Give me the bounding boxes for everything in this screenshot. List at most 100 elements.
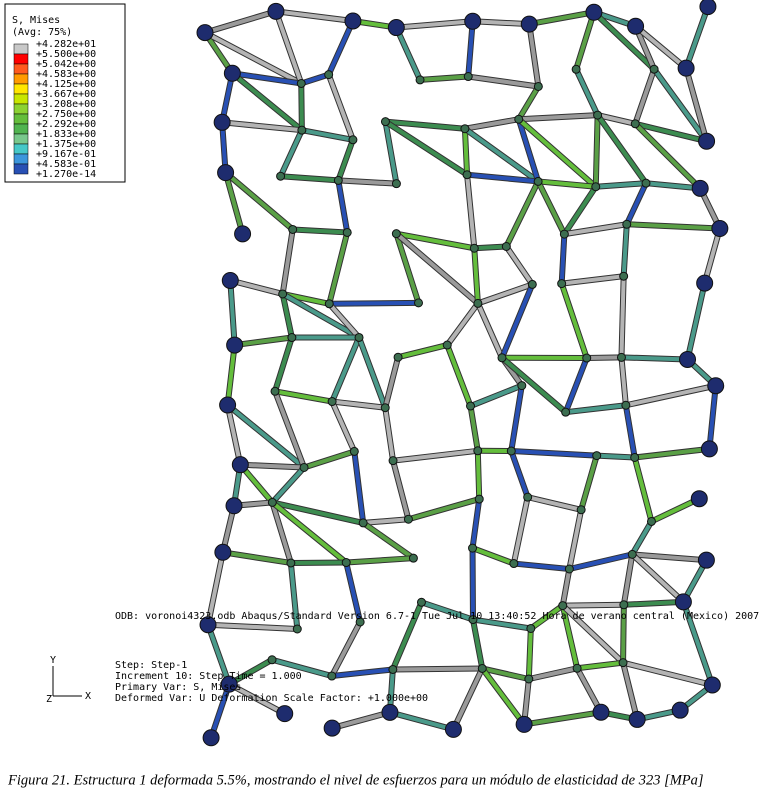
node [464, 12, 482, 30]
node [524, 674, 534, 684]
strut [499, 282, 535, 360]
node [671, 701, 689, 719]
legend-label: +1.833e+00 [36, 129, 96, 140]
strut [383, 405, 396, 463]
strut [280, 227, 295, 296]
node [700, 440, 718, 458]
node [416, 597, 426, 607]
node [327, 671, 337, 681]
node [391, 229, 401, 239]
node [618, 658, 628, 668]
strut [525, 495, 584, 512]
strut [593, 181, 648, 189]
strut [206, 550, 225, 627]
primary-var: Primary Var: S, Mises [115, 682, 241, 693]
node [468, 543, 478, 553]
strut [361, 517, 411, 525]
node [558, 601, 568, 611]
node [509, 559, 519, 569]
strut [419, 600, 475, 622]
strut [562, 222, 629, 237]
strut [278, 174, 341, 183]
node [674, 593, 692, 611]
node [699, 0, 717, 16]
strut [470, 497, 482, 551]
node [627, 549, 637, 559]
legend-label: +2.750e+00 [36, 109, 96, 120]
strut [632, 446, 712, 460]
node [354, 332, 364, 342]
legend-label: +9.167e-01 [36, 149, 96, 160]
node [679, 350, 697, 368]
node [217, 164, 235, 182]
node [267, 497, 277, 507]
node [501, 241, 511, 251]
legend-label: +2.292e+00 [36, 119, 96, 130]
strut [394, 19, 475, 30]
strut [270, 500, 349, 565]
strut [270, 465, 307, 505]
strut [619, 355, 628, 408]
strut [559, 232, 567, 286]
strut [223, 170, 295, 232]
node [231, 456, 249, 474]
node [270, 386, 280, 396]
strut [230, 71, 304, 133]
node [381, 703, 399, 721]
legend-swatch [13, 103, 29, 115]
node [333, 175, 343, 185]
strut [633, 121, 709, 144]
strut [273, 9, 304, 86]
node [582, 353, 592, 363]
node [592, 451, 602, 461]
strut [684, 66, 709, 144]
strut [206, 622, 232, 687]
node [393, 352, 403, 362]
legend-swatch [13, 113, 29, 125]
strut [394, 231, 421, 305]
legend-swatch [13, 63, 29, 75]
strut [326, 72, 355, 142]
node [616, 352, 626, 362]
strut [475, 282, 535, 306]
node [527, 279, 537, 289]
strut [621, 602, 626, 665]
strut [619, 274, 626, 360]
node [559, 229, 569, 239]
strut [470, 19, 532, 27]
strut [574, 10, 596, 72]
strut [228, 278, 237, 348]
node [619, 271, 629, 281]
strut [621, 222, 629, 279]
strut [466, 74, 541, 89]
legend-label: +4.583e+00 [36, 69, 96, 80]
strut [480, 666, 527, 727]
node [520, 15, 538, 33]
strut [327, 300, 421, 306]
node [442, 340, 452, 350]
node [592, 703, 610, 721]
node [380, 403, 390, 413]
increment-info: Increment 10: Step Time = 1.000 [115, 671, 302, 682]
strut [560, 603, 626, 665]
strut [511, 561, 572, 571]
strut [383, 355, 401, 410]
node [703, 676, 721, 694]
strut [559, 281, 589, 361]
strut [238, 462, 307, 470]
node [474, 494, 484, 504]
node [234, 225, 252, 243]
strut [223, 170, 245, 236]
strut [624, 222, 722, 231]
strut [390, 600, 424, 672]
strut [391, 448, 480, 463]
strut [527, 10, 596, 27]
strut [465, 172, 477, 251]
legend-swatch [13, 143, 29, 155]
legend: +4.282e+01+5.500e+00+5.042e+00+4.583e+00… [13, 39, 96, 180]
legend-swatch [13, 153, 29, 165]
strut [330, 710, 392, 731]
strut [621, 660, 715, 688]
strut [623, 403, 637, 460]
strut [560, 603, 580, 671]
